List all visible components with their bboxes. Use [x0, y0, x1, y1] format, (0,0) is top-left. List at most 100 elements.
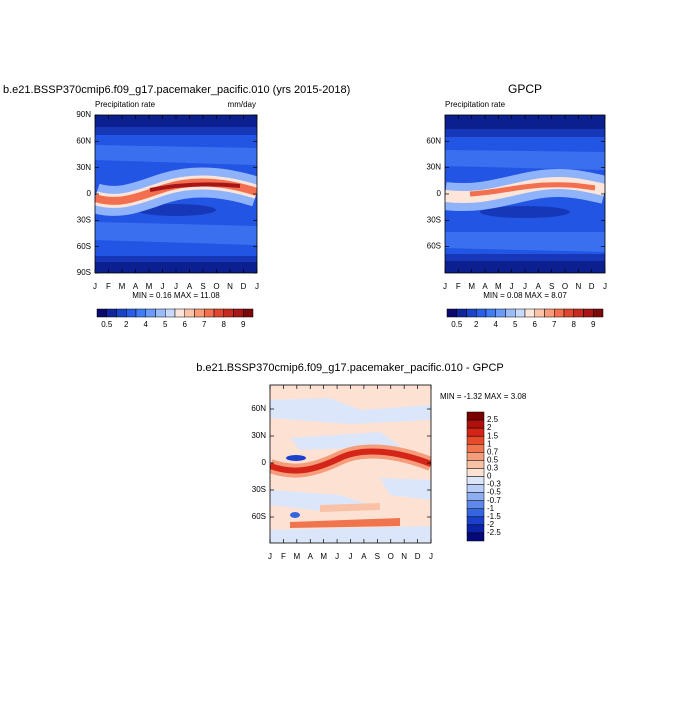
colorbar-label: 4: [144, 320, 149, 329]
x-tick-label: J: [174, 282, 178, 291]
colorbar-box: [534, 308, 545, 318]
colorbar-box: [495, 308, 506, 318]
right-label: mm/day: [228, 100, 256, 109]
x-tick-label: F: [456, 282, 461, 291]
colorbar-box: [466, 524, 485, 534]
colorbar-box: [135, 308, 146, 318]
x-tick-label: O: [213, 282, 219, 291]
colorbar-box: [155, 308, 166, 318]
x-tick-label: D: [415, 552, 421, 561]
colorbar-box: [466, 427, 485, 437]
colorbar-box: [466, 468, 485, 477]
x-tick-label: M: [468, 282, 475, 291]
colorbar-box: [204, 308, 215, 318]
colorbar-box: [466, 308, 477, 318]
y-tick-label: 30S: [252, 485, 266, 494]
x-tick-label: A: [133, 282, 139, 291]
colorbar-label: 1: [487, 439, 492, 448]
colorbar-box: [466, 411, 485, 421]
colorbar-label: 6: [183, 320, 188, 329]
panel-title: GPCP: [508, 82, 542, 96]
contour-field: [445, 115, 605, 273]
colorbar-box: [165, 308, 176, 318]
colorbar-label: 5: [513, 320, 518, 329]
y-tick-label: 30N: [76, 163, 91, 172]
x-tick-label: N: [401, 552, 407, 561]
x-tick-label: A: [361, 552, 367, 561]
colorbar-box: [466, 460, 485, 469]
colorbar-box: [466, 500, 485, 509]
colorbar-label: 2: [474, 320, 479, 329]
x-tick-label: F: [281, 552, 286, 561]
colorbar-box: [174, 308, 185, 318]
x-tick-label: M: [119, 282, 126, 291]
x-tick-label: A: [187, 282, 193, 291]
colorbar-box: [476, 308, 487, 318]
colorbar-label: 9: [591, 320, 596, 329]
x-tick-label: S: [200, 282, 205, 291]
y-tick-label: 30S: [77, 215, 91, 224]
y-tick-label: 60N: [76, 136, 91, 145]
colorbar-box: [544, 308, 555, 318]
x-tick-label: J: [349, 552, 353, 561]
x-tick-label: D: [241, 282, 247, 291]
colorbar-box: [96, 308, 107, 318]
y-tick-label: 30N: [426, 163, 441, 172]
contour-field: [95, 115, 257, 273]
x-tick-label: O: [388, 552, 394, 561]
colorbar-label: -2: [487, 520, 495, 529]
colorbar-label: 6: [533, 320, 538, 329]
stats: MIN = 0.16 MAX = 11.08: [132, 291, 220, 300]
colorbar-label: 2: [487, 423, 492, 432]
x-tick-label: S: [549, 282, 554, 291]
colorbar-box: [563, 308, 574, 318]
colorbar-box: [554, 308, 565, 318]
colorbar-label: -1.5: [487, 512, 501, 521]
colorbar-box: [116, 308, 127, 318]
x-tick-label: S: [375, 552, 380, 561]
colorbar-box: [106, 308, 117, 318]
colorbar-label: 4: [494, 320, 499, 329]
left-label: Precipitation rate: [445, 100, 506, 109]
x-tick-label: J: [335, 552, 339, 561]
x-tick-label: M: [293, 552, 300, 561]
colorbar-label: -2.5: [487, 528, 501, 537]
y-tick-label: 90N: [76, 110, 91, 119]
colorbar-box: [126, 308, 137, 318]
y-tick-label: 60N: [251, 404, 266, 413]
colorbar-label: 2: [124, 320, 129, 329]
colorbar-box: [466, 476, 485, 485]
colorbar-label: 0.5: [451, 320, 463, 329]
x-tick-label: J: [510, 282, 514, 291]
x-tick-label: J: [523, 282, 527, 291]
colorbar-box: [466, 444, 485, 453]
panel-title: b.e21.BSSP370cmip6.f09_g17.pacemaker_pac…: [196, 362, 504, 374]
colorbar-box: [583, 308, 594, 318]
x-tick-label: A: [482, 282, 488, 291]
x-tick-label: J: [255, 282, 259, 291]
colorbar-box: [515, 308, 526, 318]
colorbar-label: 0.5: [101, 320, 113, 329]
y-tick-label: 60S: [77, 242, 91, 251]
y-tick-label: 0: [87, 189, 92, 198]
colorbar-label: 8: [572, 320, 577, 329]
x-tick-label: F: [106, 282, 111, 291]
colorbar-box: [466, 516, 485, 526]
left-label: Precipitation rate: [95, 100, 156, 109]
x-tick-label: M: [320, 552, 327, 561]
colorbar-box: [466, 508, 485, 518]
y-tick-label: 0: [437, 189, 442, 198]
colorbar-box: [194, 308, 205, 318]
y-tick-label: 0: [262, 458, 267, 467]
x-tick-label: J: [268, 552, 272, 561]
colorbar-box: [466, 492, 485, 501]
colorbar-box: [466, 435, 485, 445]
colorbar-box: [243, 308, 254, 318]
stats: MIN = -1.32 MAX = 3.08: [440, 392, 527, 401]
colorbar-label: -0.5: [487, 488, 501, 497]
colorbar-box: [485, 308, 496, 318]
colorbar-label: 7: [202, 320, 207, 329]
y-tick-label: 60S: [427, 242, 441, 251]
colorbar-box: [233, 308, 244, 318]
colorbar-box: [145, 308, 156, 318]
